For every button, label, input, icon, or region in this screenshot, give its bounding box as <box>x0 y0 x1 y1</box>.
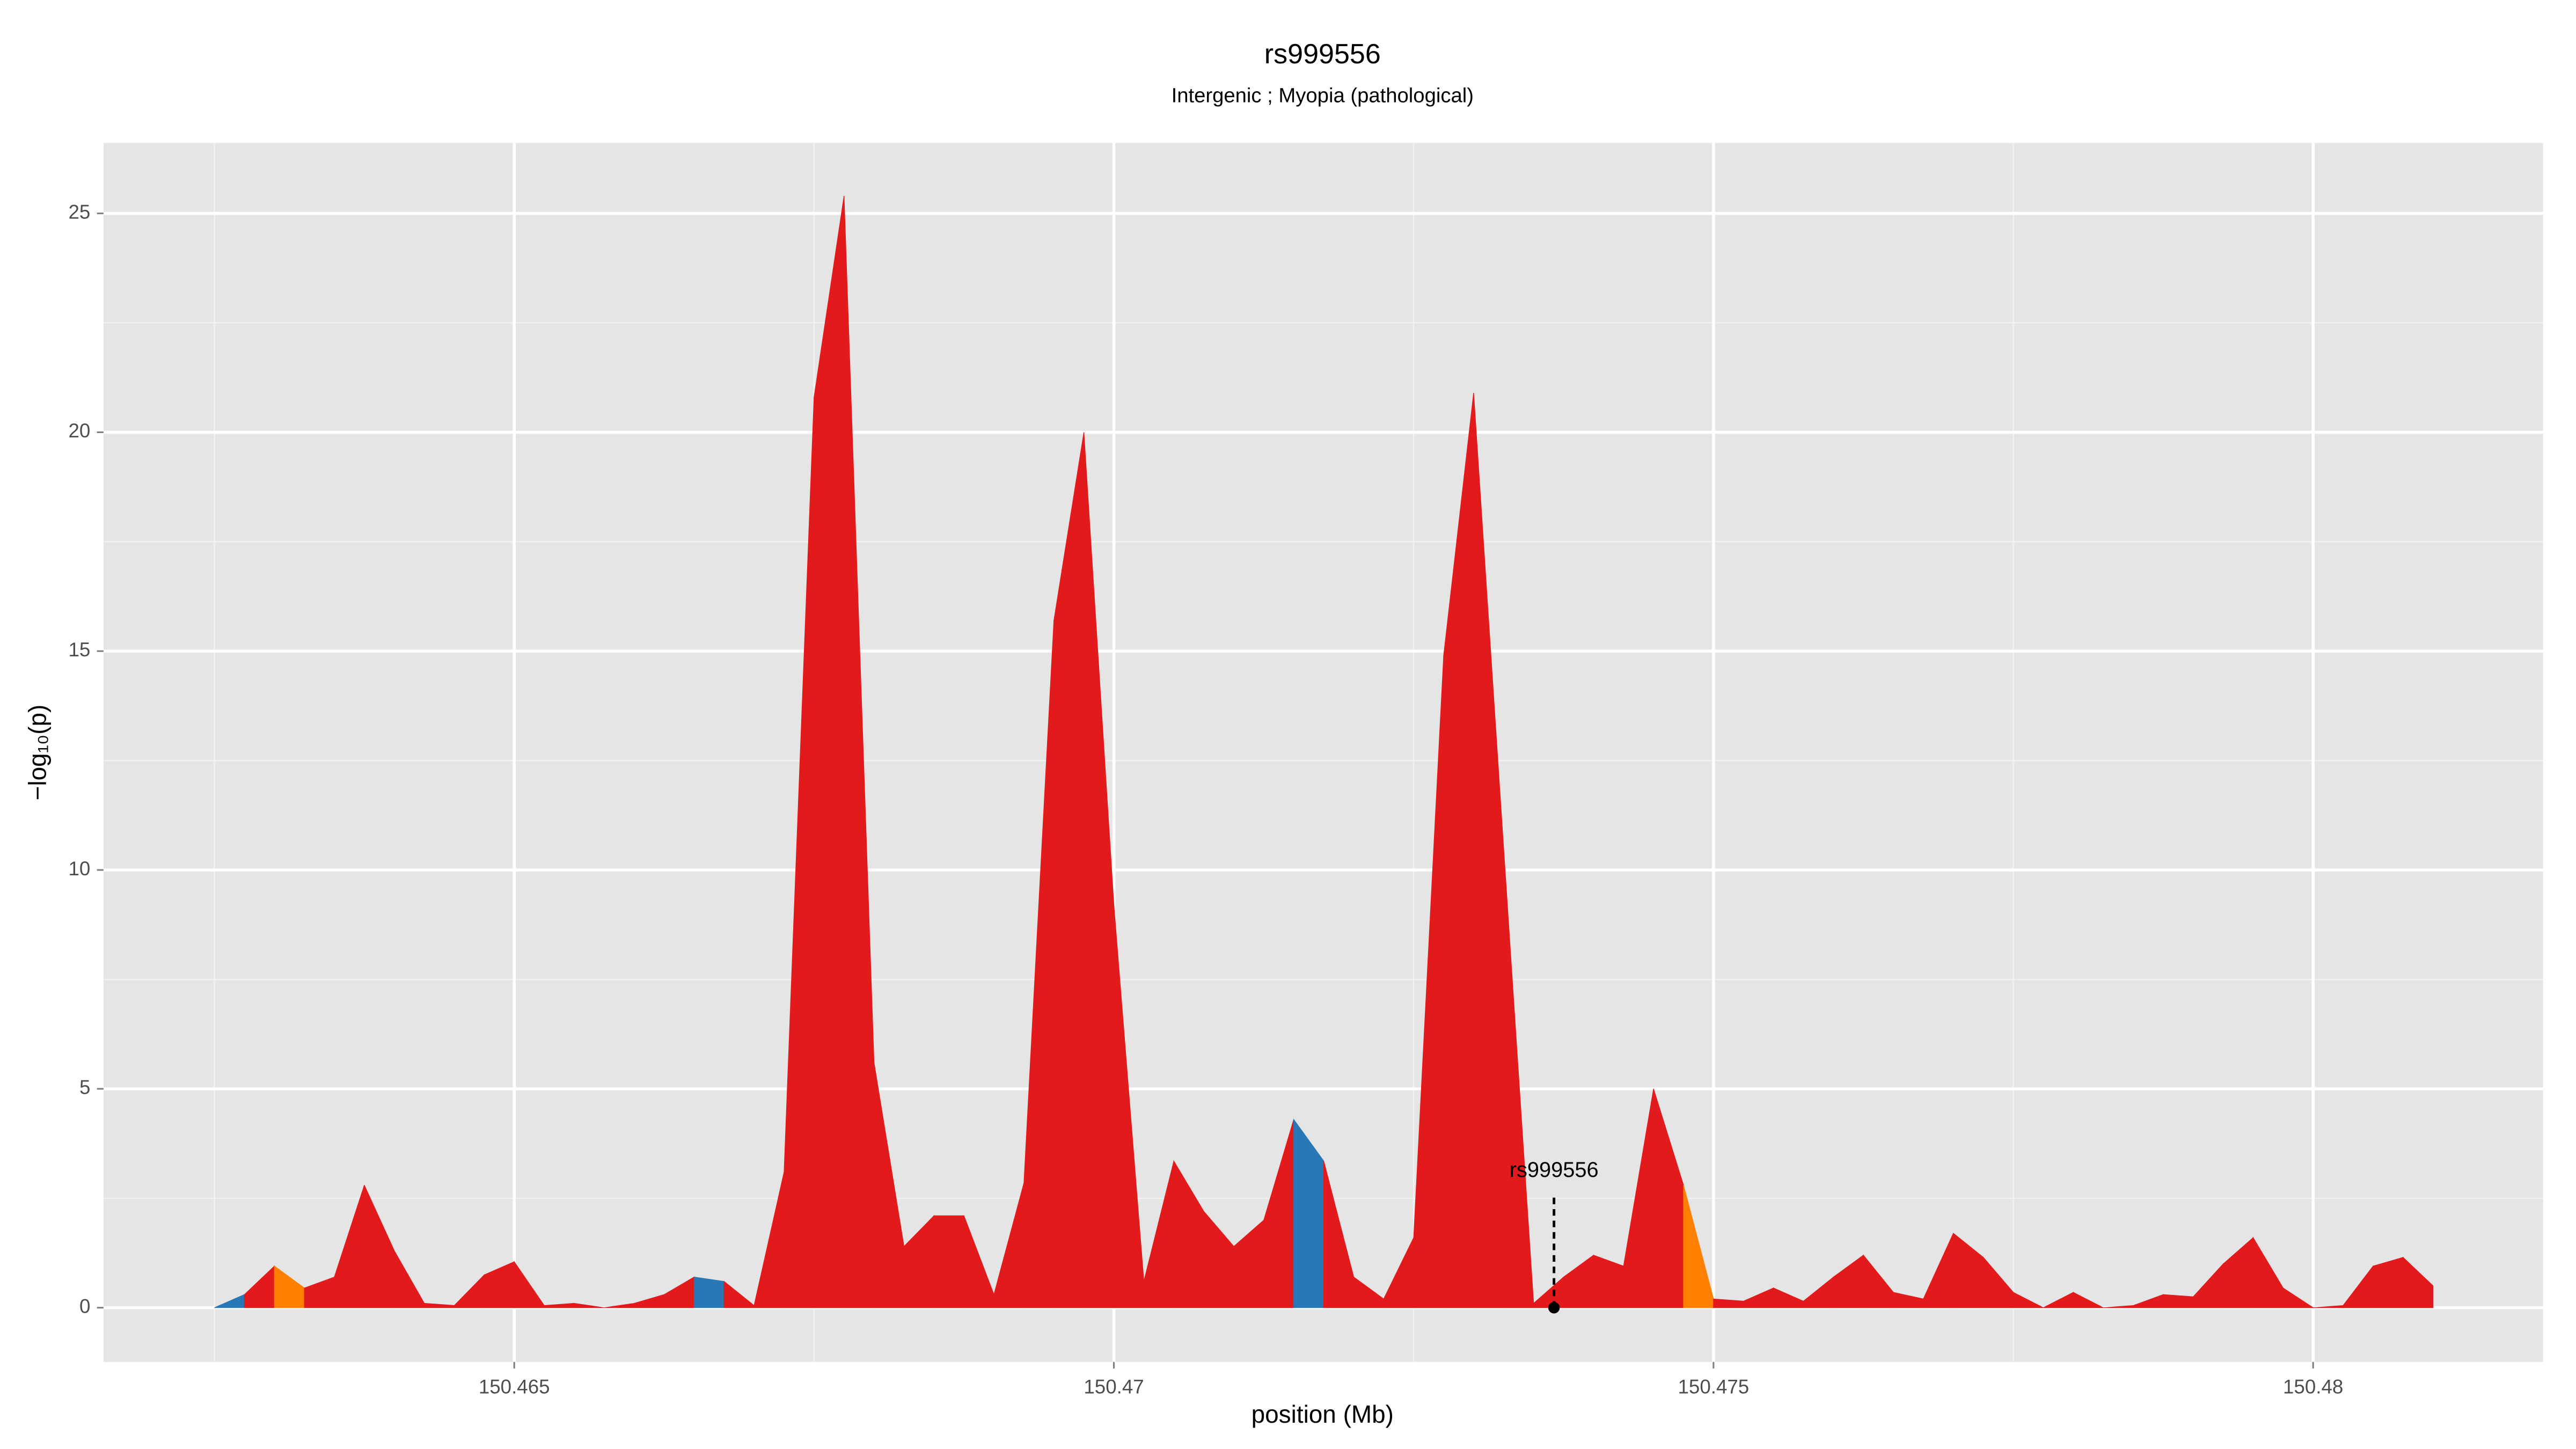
area-segment <box>2403 1256 2434 1308</box>
area-segment <box>2373 1257 2404 1308</box>
annotation-point <box>1548 1301 1560 1314</box>
y-tick-label: 15 <box>69 639 91 661</box>
annotation-label: rs999556 <box>1510 1158 1599 1182</box>
y-tick-label: 20 <box>69 420 91 442</box>
area-segment <box>2073 1292 2104 1308</box>
x-tick-label: 150.475 <box>1678 1375 1749 1397</box>
area-segment <box>693 1276 724 1308</box>
x-tick-label: 150.48 <box>2283 1375 2343 1397</box>
plot-panel <box>103 143 2543 1362</box>
y-tick-label: 0 <box>79 1295 90 1317</box>
y-axis-label: −log₁₀(p) <box>24 705 52 801</box>
x-tick-label: 150.47 <box>1084 1375 1144 1397</box>
x-axis-label: position (Mb) <box>1252 1400 1394 1428</box>
area-segment <box>2012 1292 2044 1308</box>
chart-subtitle: Intergenic ; Myopia (pathological) <box>1172 84 1474 107</box>
area-segment <box>2282 1287 2315 1308</box>
y-tick-label: 10 <box>69 858 91 880</box>
y-tick-label: 25 <box>69 201 91 223</box>
area-segment <box>933 1215 964 1308</box>
y-tick-label: 5 <box>79 1077 90 1099</box>
area-segment <box>2163 1294 2194 1308</box>
area-segment <box>574 1302 604 1308</box>
x-tick-label: 150.465 <box>479 1375 550 1397</box>
chart-title: rs999556 <box>1264 39 1381 70</box>
